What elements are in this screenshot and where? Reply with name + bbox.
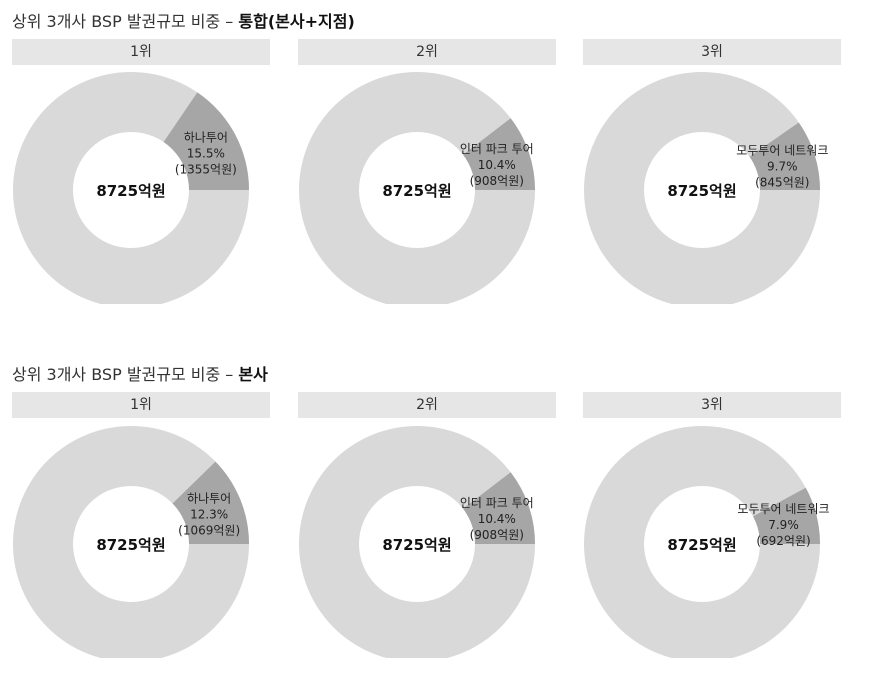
amount-label: (908억원) bbox=[470, 174, 524, 188]
rank-header-3: 3위 bbox=[583, 392, 841, 418]
donut-svg: 8725억원 모두투어 네트워크 9.7% (845억원) bbox=[584, 72, 828, 308]
share-label: 7.9% bbox=[768, 518, 799, 532]
center-total-label: 8725억원 bbox=[96, 536, 165, 554]
section-title-hq: 상위 3개사 BSP 발권규모 비중 – 본사 bbox=[12, 361, 268, 385]
share-label: 12.3% bbox=[190, 508, 228, 522]
donut-hole bbox=[359, 132, 475, 248]
donut-hole bbox=[359, 486, 475, 602]
amount-label: (692억원) bbox=[756, 534, 810, 548]
amount-label: (845억원) bbox=[755, 176, 809, 190]
section-title-prefix: 상위 3개사 BSP 발권규모 비중 – bbox=[12, 365, 239, 384]
donut-hole bbox=[73, 132, 189, 248]
rank-header-1: 1위 bbox=[12, 392, 270, 418]
donut-chart: 8725억원 인터 파크 투어 10.4% (908억원) bbox=[298, 426, 556, 662]
center-total-label: 8725억원 bbox=[667, 536, 736, 554]
donut-chart: 8725억원 모두투어 네트워크 9.7% (845억원) bbox=[583, 72, 841, 308]
donut-hole bbox=[644, 132, 760, 248]
section-title-emphasis: 본사 bbox=[238, 365, 268, 384]
donut-svg: 8725억원 인터 파크 투어 10.4% (908억원) bbox=[299, 72, 535, 308]
company-label: 모두투어 네트워크 bbox=[736, 144, 828, 158]
donut-svg: 8725억원 하나투어 15.5% (1355억원) bbox=[13, 72, 250, 308]
share-label: 10.4% bbox=[478, 512, 516, 526]
amount-label: (1355억원) bbox=[175, 163, 237, 177]
donut-svg: 8725억원 인터 파크 투어 10.4% (908억원) bbox=[299, 426, 535, 662]
center-total-label: 8725억원 bbox=[667, 182, 736, 200]
rank-header-2: 2위 bbox=[298, 39, 556, 65]
donut-hole bbox=[644, 486, 760, 602]
amount-label: (908억원) bbox=[470, 528, 524, 542]
section-title-prefix: 상위 3개사 BSP 발권규모 비중 – bbox=[12, 12, 239, 31]
donut-hole bbox=[73, 486, 189, 602]
rank-header-1: 1위 bbox=[12, 39, 270, 65]
center-total-label: 8725억원 bbox=[382, 182, 451, 200]
company-label: 모두투어 네트워크 bbox=[737, 502, 829, 516]
section-title-emphasis: 통합(본사+지점) bbox=[238, 12, 355, 31]
rank-header-2: 2위 bbox=[298, 392, 556, 418]
amount-label: (1069억원) bbox=[178, 524, 240, 538]
donut-chart: 8725억원 하나투어 12.3% (1069억원) bbox=[12, 426, 270, 662]
section-title-combined: 상위 3개사 BSP 발권규모 비중 – 통합(본사+지점) bbox=[12, 8, 355, 32]
company-label: 인터 파크 투어 bbox=[460, 142, 534, 156]
donut-svg: 8725억원 모두투어 네트워크 7.9% (692억원) bbox=[584, 426, 830, 662]
share-label: 9.7% bbox=[767, 160, 798, 174]
donut-chart: 8725억원 인터 파크 투어 10.4% (908억원) bbox=[298, 72, 556, 308]
donut-svg: 8725억원 하나투어 12.3% (1069억원) bbox=[13, 426, 249, 662]
center-total-label: 8725억원 bbox=[96, 182, 165, 200]
company-label: 하나투어 bbox=[184, 131, 228, 145]
donut-chart: 8725억원 모두투어 네트워크 7.9% (692억원) bbox=[583, 426, 841, 662]
rank-header-3: 3위 bbox=[583, 39, 841, 65]
share-label: 10.4% bbox=[478, 158, 516, 172]
company-label: 하나투어 bbox=[187, 492, 231, 506]
company-label: 인터 파크 투어 bbox=[460, 496, 534, 510]
donut-chart: 8725억원 하나투어 15.5% (1355억원) bbox=[12, 72, 270, 308]
center-total-label: 8725억원 bbox=[382, 536, 451, 554]
share-label: 15.5% bbox=[187, 147, 225, 161]
